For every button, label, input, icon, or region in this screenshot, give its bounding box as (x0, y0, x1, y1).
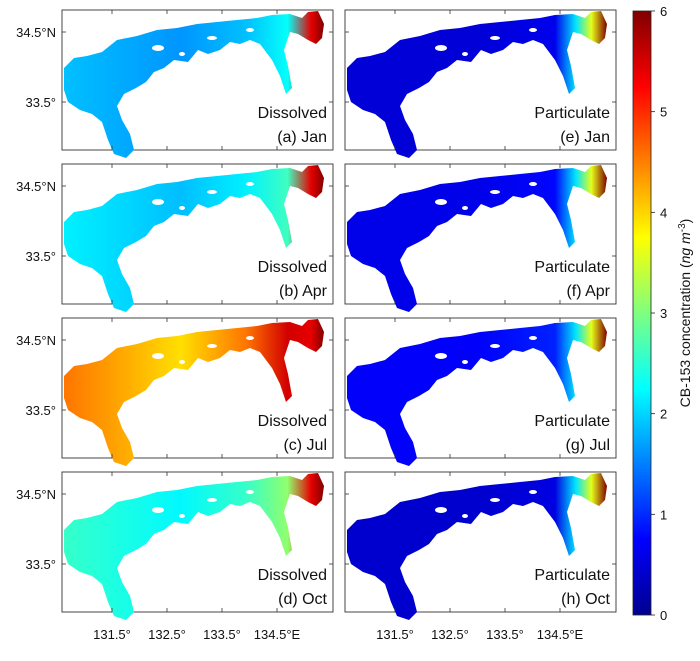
map-panel-ejan: Particulate (e) Jan (344, 9, 617, 158)
island (529, 28, 537, 32)
island (152, 353, 164, 359)
lon-tick-label: 133.5° (486, 627, 524, 642)
island (529, 490, 537, 494)
lon-tick-label: 132.5° (431, 627, 469, 642)
lat-tick-label: 34.5°N (16, 179, 56, 194)
phase-label: Particulate (534, 413, 610, 430)
lon-tick-label: 134.5°E (537, 627, 584, 642)
lat-tick-label: 34.5°N (16, 487, 56, 502)
colorbar-label: CB-153 concentration (ng m-3) (677, 219, 694, 408)
island (179, 514, 185, 518)
colorbar-tick-label: 6 (660, 4, 667, 19)
colorbar-tick-label: 1 (660, 507, 667, 522)
map-panel-bapr: Dissolved (b) Apr (61, 163, 334, 312)
colorbar-tick-label: 0 (660, 608, 667, 623)
island (490, 344, 500, 348)
lat-tick-label: 33.5° (25, 249, 56, 264)
island (246, 336, 254, 340)
panel-label: (b) Apr (279, 283, 328, 300)
lon-tick-label: 134.5°E (254, 627, 301, 642)
panel-label: (g) Jul (566, 437, 610, 454)
island (435, 353, 447, 359)
lon-tick-label: 131.5° (93, 627, 131, 642)
panel-label: (a) Jan (277, 129, 327, 146)
island (490, 190, 500, 194)
island (462, 514, 468, 518)
island (179, 360, 185, 364)
phase-label: Dissolved (258, 105, 327, 122)
panel-label: (f) Apr (566, 283, 610, 300)
island (462, 52, 468, 56)
lat-tick-label: 34.5°N (16, 333, 56, 348)
panel-label: (d) Oct (278, 591, 327, 608)
island (435, 45, 447, 51)
island (246, 182, 254, 186)
island (246, 490, 254, 494)
island (207, 498, 217, 502)
colorbar: 0 1 2 3 4 5 6 CB-153 concentration (ng m-3) (632, 4, 694, 623)
island (435, 507, 447, 513)
map-panel-hoct: Particulate (h) Oct (344, 471, 617, 620)
phase-label: Dissolved (258, 567, 327, 584)
island (462, 360, 468, 364)
island (179, 206, 185, 210)
lon-tick-label: 131.5° (376, 627, 414, 642)
colorbar-tick-label: 4 (660, 205, 667, 220)
colorbar-tick-label: 5 (660, 105, 667, 120)
island (179, 52, 185, 56)
panel-label: (c) Jul (283, 437, 327, 454)
panel-label: (h) Oct (561, 591, 610, 608)
lon-tick-label: 133.5° (203, 627, 241, 642)
island (207, 190, 217, 194)
island (462, 206, 468, 210)
island (490, 36, 500, 40)
lat-tick-label: 33.5° (25, 403, 56, 418)
phase-label: Dissolved (258, 259, 327, 276)
island (529, 336, 537, 340)
map-panel-ajan: Dissolved (a) Jan (61, 9, 334, 158)
colorbar-tick-label: 3 (660, 306, 667, 321)
island (529, 182, 537, 186)
map-panel-fapr: Particulate (f) Apr (344, 163, 617, 312)
map-panel-gjul: Particulate (g) Jul (344, 317, 617, 466)
island (152, 507, 164, 513)
lat-tick-label: 33.5° (25, 557, 56, 572)
map-panel-doct: Dissolved (d) Oct (61, 471, 334, 620)
island (152, 199, 164, 205)
colorbar-tick-label: 2 (660, 407, 667, 422)
island (207, 36, 217, 40)
colorbar-bar (632, 10, 652, 616)
island (435, 199, 447, 205)
phase-label: Particulate (534, 259, 610, 276)
phase-label: Dissolved (258, 413, 327, 430)
phase-label: Particulate (534, 105, 610, 122)
colorbar-ticks: 0 1 2 3 4 5 6 (651, 4, 667, 623)
island (490, 498, 500, 502)
panel-label: (e) Jan (560, 129, 610, 146)
map-panel-cjul: Dissolved (c) Jul (61, 317, 334, 466)
island (207, 344, 217, 348)
island (152, 45, 164, 51)
lat-tick-label: 33.5° (25, 95, 56, 110)
island (246, 28, 254, 32)
phase-label: Particulate (534, 567, 610, 584)
lat-tick-label: 34.5°N (16, 25, 56, 40)
lon-tick-label: 132.5° (148, 627, 186, 642)
